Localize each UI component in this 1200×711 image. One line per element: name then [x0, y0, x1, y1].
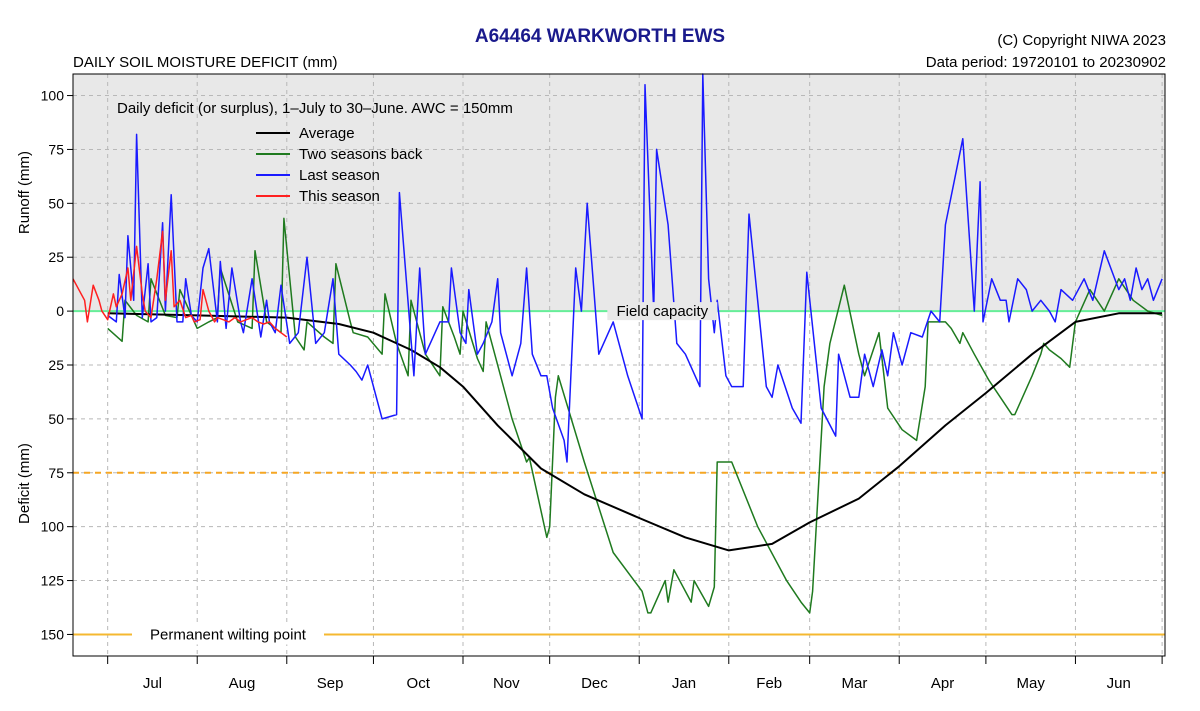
y-tick-label: 50 — [48, 195, 64, 211]
y-tick-label: 75 — [48, 465, 64, 481]
legend: Average Two seasons back Last season This s… — [256, 125, 423, 205]
legend-label: Last season — [299, 167, 380, 184]
wilting-point-label: Permanent wilting point — [150, 626, 307, 643]
x-tick-label: Jul — [143, 675, 162, 692]
chart-subtitle: DAILY SOIL MOISTURE DEFICIT (mm) — [73, 54, 338, 71]
x-axis-ticks: Jul Aug Sep Oct Nov Dec Jan Feb Mar Apr May Jun — [107, 656, 1163, 692]
annotations: Field capacity Permanent wilting point Dai… — [117, 100, 718, 645]
y-tick-label: 0 — [56, 303, 64, 319]
legend-label: Average — [299, 125, 355, 142]
y-tick-label: 100 — [41, 88, 65, 104]
y-tick-label: 25 — [48, 357, 64, 373]
legend-label: This season — [299, 188, 380, 205]
chart-annotation: Daily deficit (or surplus), 1–July to 30… — [117, 100, 513, 117]
series-lines — [72, 73, 1163, 614]
y-axis-label-deficit: Deficit (mm) — [16, 443, 33, 524]
y-axis-ticks: 100 75 50 25 0 25 50 75 100 125 150 Runoff (mm) Defi… — [16, 88, 73, 642]
x-tick-label: Jan — [672, 675, 696, 692]
wilting-label-bg — [132, 624, 324, 645]
y-tick-label: 75 — [48, 141, 64, 157]
chart-title: A64464 WARKWORTH EWS — [474, 26, 726, 47]
x-tick-label: Oct — [407, 675, 431, 692]
series-line-average — [107, 312, 1163, 552]
x-tick-label: Nov — [493, 675, 520, 692]
x-tick-label: Jun — [1107, 675, 1131, 692]
series-line-last-season — [107, 73, 1163, 463]
y-tick-label: 150 — [41, 626, 65, 642]
x-tick-label: Aug — [229, 675, 256, 692]
x-tick-label: May — [1016, 675, 1045, 692]
x-tick-label: Mar — [842, 675, 868, 692]
x-tick-label: Apr — [931, 675, 954, 692]
x-tick-label: Dec — [581, 675, 608, 692]
y-tick-label: 25 — [48, 249, 64, 265]
y-tick-label: 50 — [48, 411, 64, 427]
y-tick-label: 125 — [41, 573, 65, 589]
legend-label: Two seasons back — [299, 146, 423, 163]
x-tick-label: Sep — [317, 675, 344, 692]
y-axis-label-runoff: Runoff (mm) — [16, 151, 33, 234]
y-tick-label: 100 — [41, 519, 65, 535]
field-capacity-label-bg — [607, 302, 718, 321]
copyright-text: (C) Copyright NIWA 2023 — [997, 32, 1166, 49]
series-line-this-season — [72, 230, 288, 338]
plot-background-lower — [73, 311, 1165, 656]
field-capacity-label: Field capacity — [616, 303, 708, 320]
x-tick-label: Feb — [756, 675, 782, 692]
data-period-text: Data period: 19720101 to 20230902 — [925, 54, 1166, 71]
plot-background-upper — [73, 74, 1165, 312]
